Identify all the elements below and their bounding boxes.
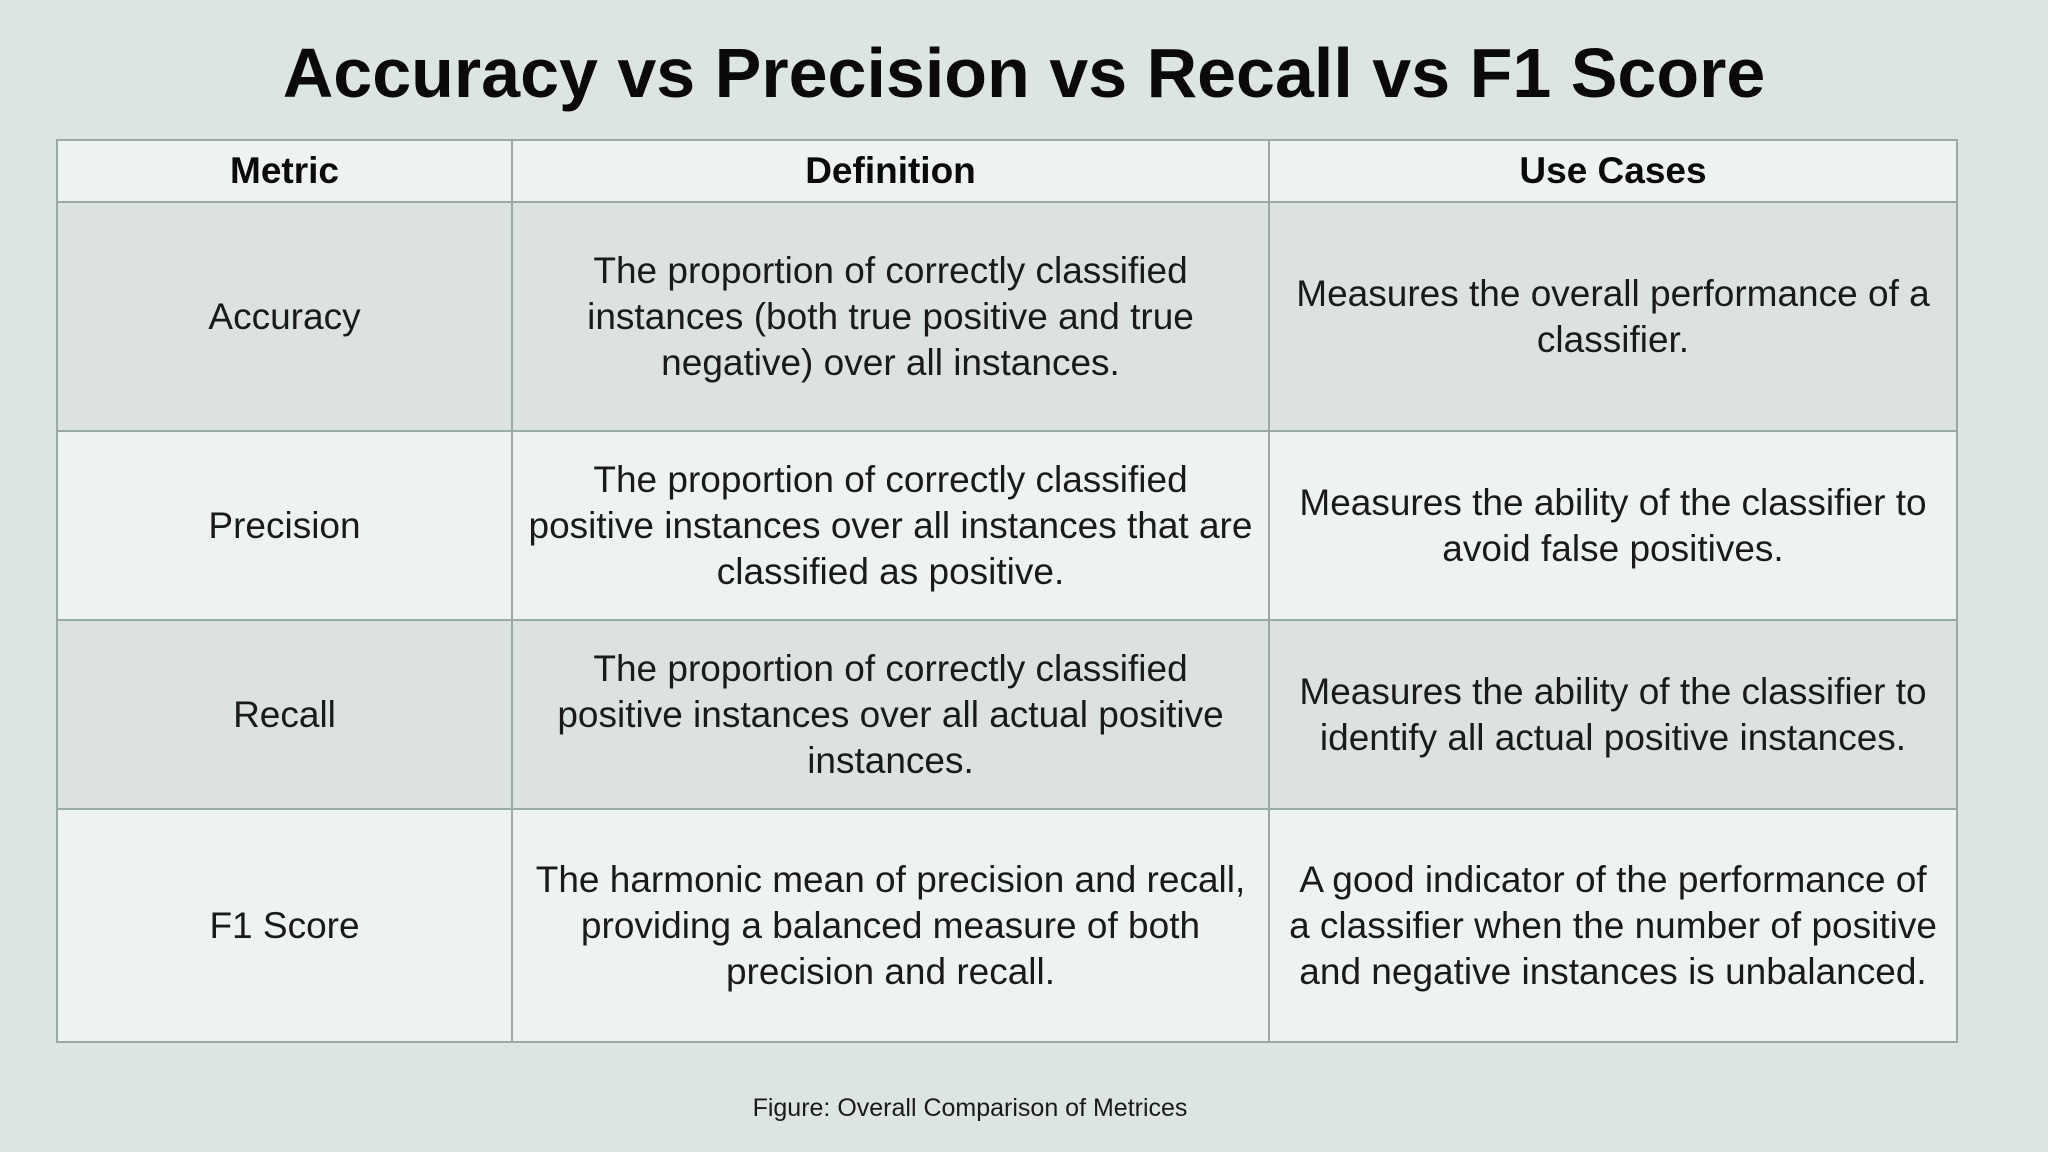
figure-caption: Figure: Overall Comparison of Metrices	[752, 1094, 1188, 1122]
table-row: Accuracy The proportion of correctly cla…	[56, 201, 1958, 432]
table-row: Recall The proportion of correctly class…	[56, 619, 1958, 810]
use-cases-cell: A good indicator of the performance of a…	[1268, 808, 1958, 1043]
table-row: F1 Score The harmonic mean of precision …	[56, 808, 1958, 1043]
use-cases-cell: Measures the overall performance of a cl…	[1268, 201, 1958, 432]
header-metric: Metric	[56, 139, 513, 203]
definition-cell: The harmonic mean of precision and recal…	[511, 808, 1270, 1043]
metric-cell: Accuracy	[56, 201, 513, 432]
comparison-table: Metric Definition Use Cases Accuracy The…	[56, 139, 1958, 1043]
metric-cell: Precision	[56, 430, 513, 621]
header-use-cases: Use Cases	[1268, 139, 1958, 203]
use-cases-cell: Measures the ability of the classifier t…	[1268, 430, 1958, 621]
header-definition: Definition	[511, 139, 1270, 203]
comparison-table-container: Metric Definition Use Cases Accuracy The…	[56, 139, 1958, 1043]
definition-cell: The proportion of correctly classified i…	[511, 201, 1270, 432]
use-cases-cell: Measures the ability of the classifier t…	[1268, 619, 1958, 810]
metric-cell: Recall	[56, 619, 513, 810]
definition-cell: The proportion of correctly classified p…	[511, 619, 1270, 810]
metric-cell: F1 Score	[56, 808, 513, 1043]
definition-cell: The proportion of correctly classified p…	[511, 430, 1270, 621]
table-header-row: Metric Definition Use Cases	[56, 139, 1958, 203]
table-row: Precision The proportion of correctly cl…	[56, 430, 1958, 621]
page-title: Accuracy vs Precision vs Recall vs F1 Sc…	[282, 34, 1766, 112]
